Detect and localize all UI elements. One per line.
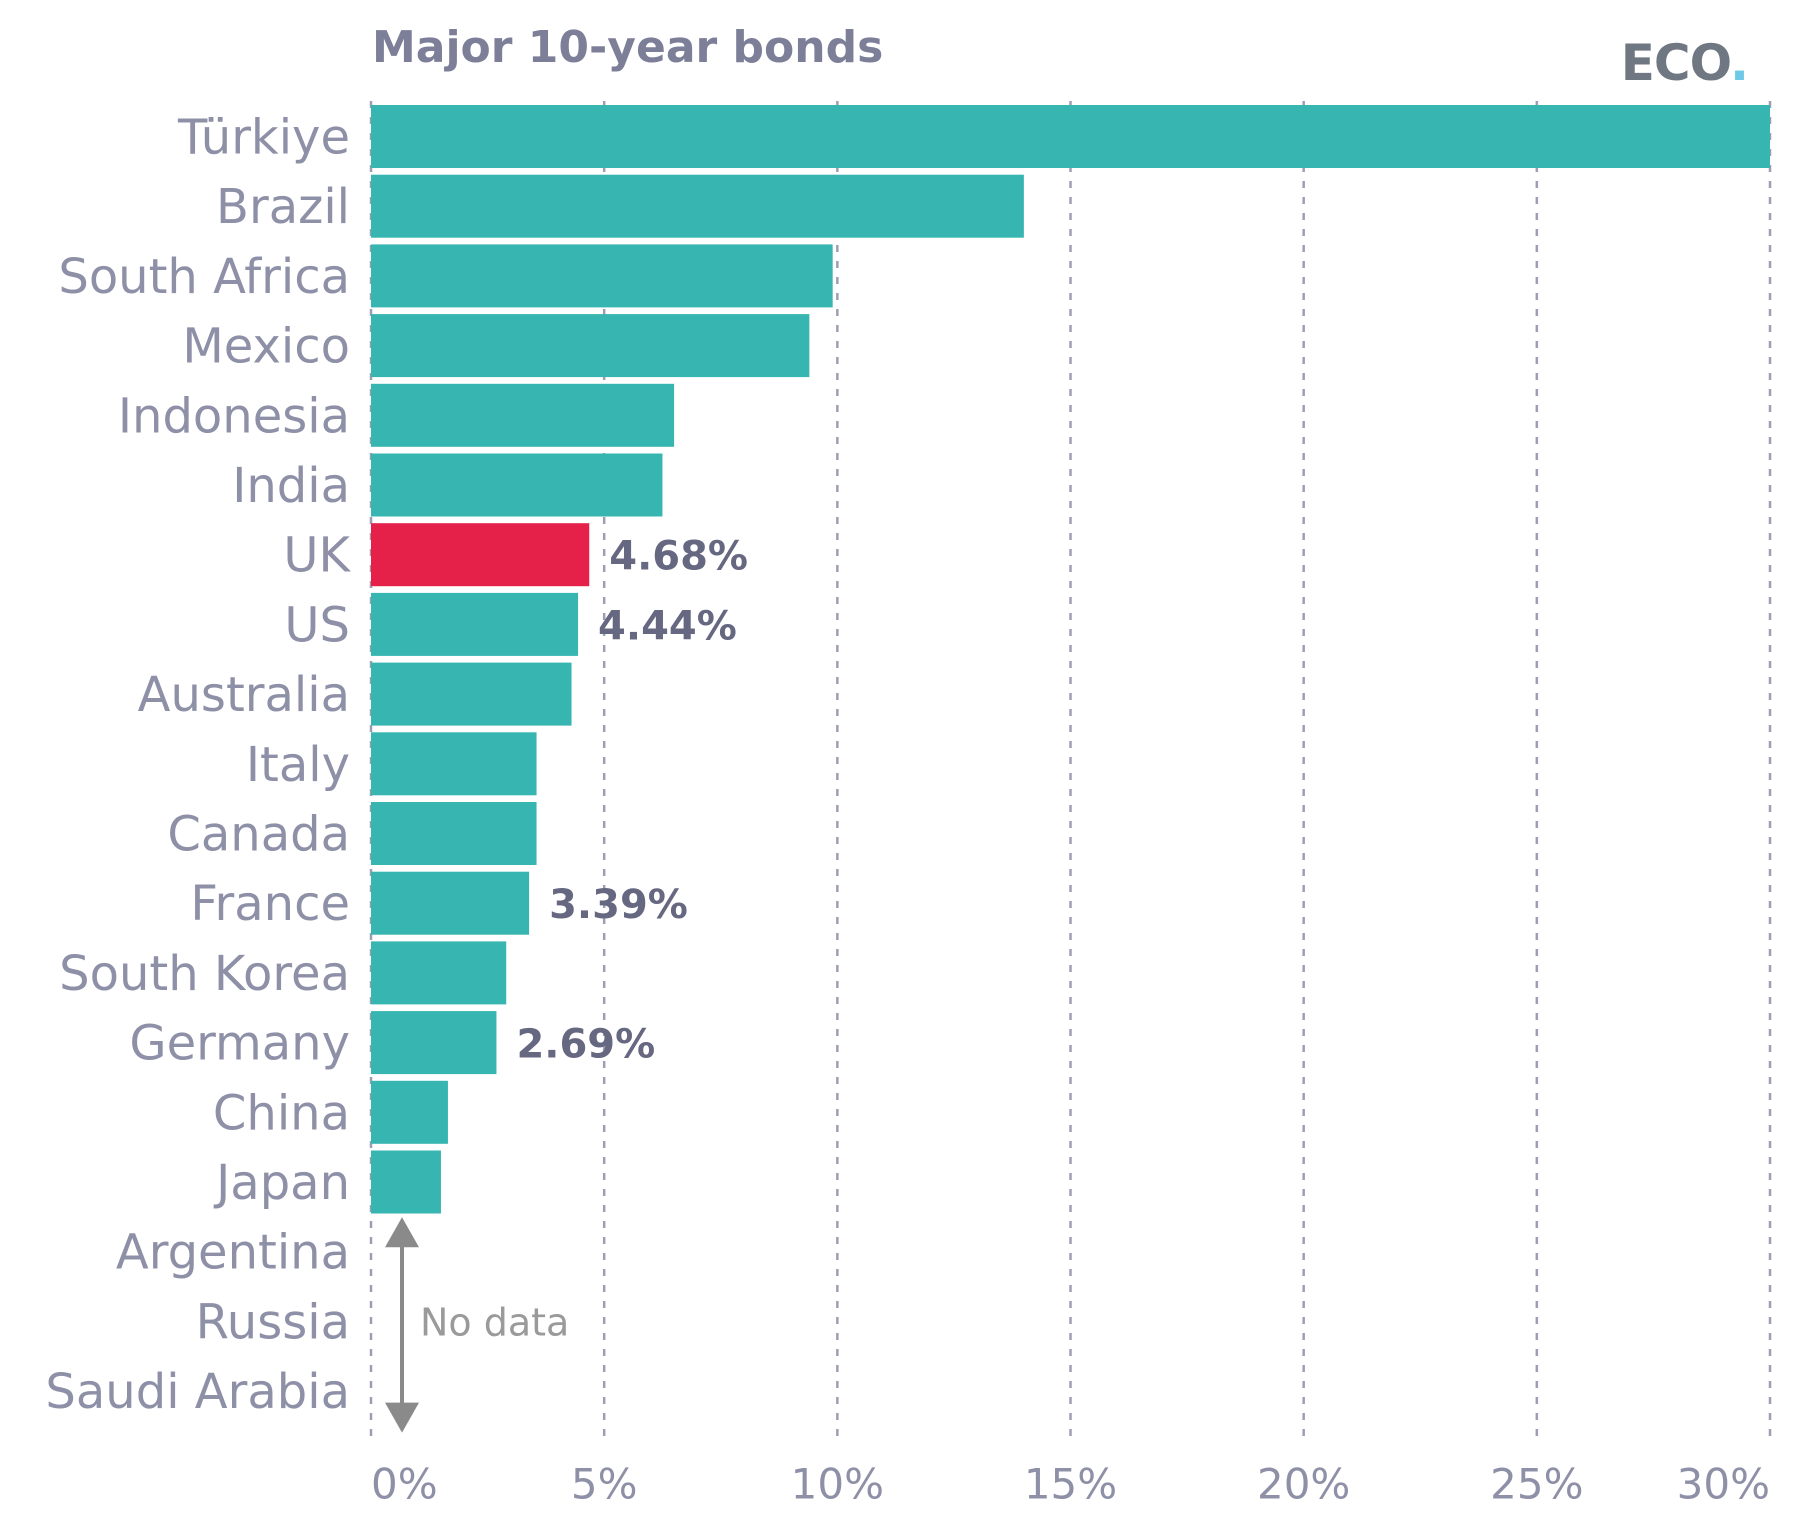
category-label-mexico: Mexico (182, 319, 350, 375)
x-tick-label-10: 10% (791, 1459, 884, 1508)
bar-us (371, 592, 579, 656)
bar-canada (371, 802, 537, 865)
x-axis-ticks: 0% 5% 10% 15% 20% 25% 30% (371, 1459, 1770, 1508)
x-tick-label-30: 30% (1677, 1459, 1770, 1508)
bar-mexico (371, 314, 810, 378)
category-label-south-africa: South Africa (58, 249, 350, 305)
category-label-russia: Russia (196, 1294, 350, 1350)
category-label-china: China (213, 1085, 350, 1141)
category-label-italy: Italy (246, 737, 350, 793)
x-tick-label-25: 25% (1490, 1459, 1583, 1508)
category-label-canada: Canada (167, 807, 350, 863)
bar-uk (371, 523, 590, 587)
no-data-annotation: No data (385, 1217, 569, 1433)
category-label-uk: UK (283, 528, 351, 584)
category-label-turkiye: Türkiye (177, 110, 350, 166)
bar-france (371, 871, 530, 935)
category-label-us: US (284, 597, 350, 653)
chart-title: Major 10-year bonds (372, 22, 884, 73)
bar-japan (371, 1150, 441, 1214)
category-label-india: India (232, 458, 350, 514)
data-labels: 4.68% 4.44% 3.39% 2.69% (516, 534, 748, 1068)
bar-indonesia (371, 383, 675, 447)
bar-australia (371, 662, 572, 726)
category-label-brazil: Brazil (216, 179, 350, 235)
bar-germany (371, 1011, 497, 1075)
bar-india (371, 453, 663, 517)
category-label-south-korea: South Korea (59, 946, 350, 1002)
data-label-uk: 4.68% (609, 534, 748, 580)
data-label-us: 4.44% (598, 603, 737, 649)
bar-china (371, 1080, 448, 1144)
bar-turkiye (371, 105, 1770, 168)
bar-south-africa (371, 244, 833, 308)
x-tick-label-20: 20% (1257, 1459, 1350, 1508)
bar-south-korea (371, 941, 507, 1005)
bar-brazil (371, 174, 1024, 238)
arrow-up-icon (385, 1217, 419, 1248)
data-label-germany: 2.69% (516, 1022, 655, 1068)
no-data-label: No data (420, 1300, 569, 1344)
logo-dot: . (1730, 34, 1749, 92)
category-labels: Türkiye Brazil South Africa Mexico Indonesia… (45, 110, 351, 1421)
bar-italy (371, 732, 537, 796)
x-tick-label-15: 15% (1024, 1459, 1117, 1508)
category-label-germany: Germany (129, 1016, 350, 1072)
x-tick-label-0: 0% (371, 1459, 438, 1508)
arrow-down-icon (385, 1402, 419, 1433)
category-label-japan: Japan (213, 1155, 350, 1211)
data-label-france: 3.39% (549, 882, 688, 928)
category-label-france: France (190, 876, 350, 932)
category-label-australia: Australia (138, 667, 350, 723)
eco-logo: ECO. (1620, 34, 1749, 92)
bars (371, 105, 1770, 1214)
category-label-argentina: Argentina (116, 1225, 350, 1281)
category-label-indonesia: Indonesia (118, 388, 350, 444)
category-label-saudi-arabia: Saudi Arabia (45, 1364, 350, 1420)
x-tick-label-5: 5% (571, 1459, 638, 1508)
logo-text: ECO (1620, 34, 1731, 92)
